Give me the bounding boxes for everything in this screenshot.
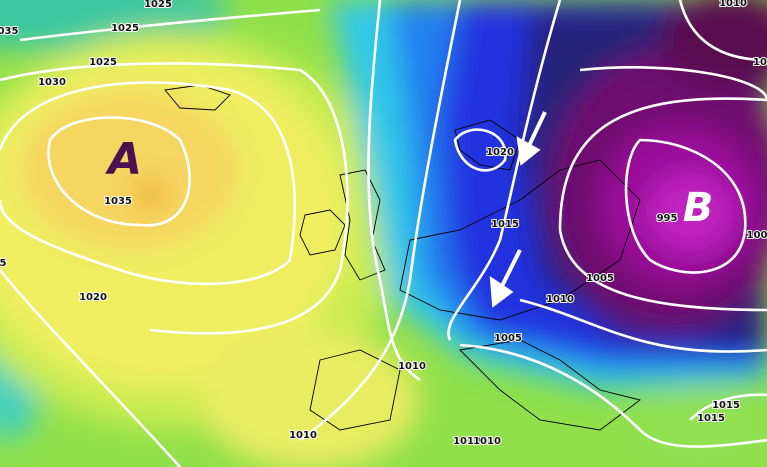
isobar-label: 1035 (104, 196, 132, 207)
coastlines (164, 84, 642, 431)
isobar-label: 1020 (486, 147, 514, 158)
isobar-label: 1010 (546, 294, 574, 305)
isobar-label: 035 (0, 26, 18, 37)
isobar-label: 1010 (453, 436, 481, 447)
isobar-label: 1010 (289, 430, 317, 441)
isobar-labels: 1025 035 1025 1025 1030 1035 1020 5 1020… (0, 0, 767, 448)
isobar-label: 1005 (586, 273, 614, 284)
isobar-label: 1020 (79, 292, 107, 303)
isobar-label: 5 (0, 258, 7, 269)
wind-arrows (489, 111, 547, 308)
isobar-label: 10 (753, 57, 767, 68)
isobar-label: 1015 (712, 400, 740, 411)
isobar-label: 1010 (719, 0, 747, 9)
isobar-label: 1015 (697, 413, 725, 424)
low-center: B (683, 185, 714, 231)
isobar-label: 1025 (144, 0, 172, 10)
isobar-label: 1030 (38, 77, 66, 88)
isobar-label: 1015 (491, 219, 519, 230)
isobar-label: 1010 (473, 436, 501, 447)
isobar-label: 1025 (89, 57, 117, 68)
isobar-label: 995 (657, 213, 678, 224)
isobar-label: 1010 (398, 361, 426, 372)
isobar-label: 1025 (111, 23, 139, 34)
isobar-label: 1005 (494, 333, 522, 344)
high-center: A (105, 134, 142, 185)
isobar-label: 100 (747, 230, 767, 241)
